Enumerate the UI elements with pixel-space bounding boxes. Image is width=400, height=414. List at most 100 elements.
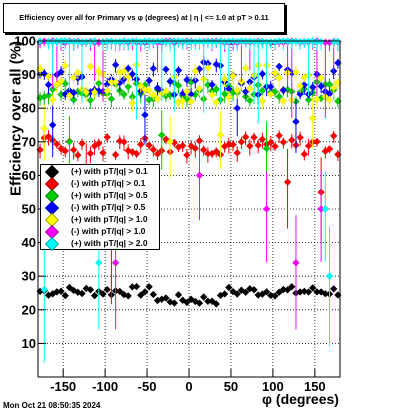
data-point (73, 68, 82, 77)
data-point (52, 140, 61, 148)
data-point (99, 148, 107, 157)
data-point (187, 142, 195, 151)
data-point (195, 171, 204, 180)
data-point (174, 81, 183, 90)
data-point (40, 124, 49, 133)
data-point (258, 69, 267, 78)
data-point (292, 258, 300, 267)
data-point (149, 91, 158, 99)
data-point (120, 90, 128, 99)
data-point (250, 285, 258, 294)
data-point (241, 133, 250, 141)
data-point (44, 91, 53, 100)
data-point (90, 88, 99, 96)
data-point (266, 82, 275, 91)
data-point (317, 288, 326, 296)
data-point (254, 141, 263, 150)
data-point (178, 141, 187, 150)
data-point (178, 97, 187, 105)
data-point (304, 95, 313, 104)
data-point (141, 111, 149, 119)
data-point (86, 96, 95, 105)
data-point (170, 299, 179, 307)
data-point (199, 145, 208, 154)
legend-entry: (-) with pT/|q| > 0.5 (41, 200, 159, 216)
data-point (195, 299, 204, 308)
data-point (241, 288, 250, 297)
data-point (65, 91, 74, 100)
data-point (292, 117, 300, 126)
y-tick-label: 70 (22, 134, 36, 149)
data-point (266, 138, 275, 147)
data-point (103, 133, 112, 142)
data-point (275, 92, 284, 101)
data-point (329, 284, 338, 293)
data-point (44, 80, 53, 89)
data-point (233, 290, 242, 298)
y-tick-label: 10 (22, 336, 36, 351)
data-point (187, 295, 195, 304)
data-point (69, 145, 78, 154)
legend-entry: (+) with pT/|q| > 0.5 (41, 188, 159, 204)
data-point (212, 147, 221, 156)
data-point (120, 67, 128, 76)
data-point (233, 148, 242, 157)
data-point (208, 90, 216, 99)
data-point (145, 76, 154, 85)
data-point (94, 258, 103, 267)
data-point (162, 294, 170, 302)
data-point (73, 288, 82, 297)
legend-entry: (-) with pT/|q| > 1.0 (41, 224, 159, 240)
data-point (174, 290, 183, 299)
data-point (69, 73, 78, 82)
data-point (245, 96, 254, 105)
data-point (250, 133, 258, 142)
y-axis-title: Efficiency over all (%) (7, 40, 25, 197)
data-point (229, 72, 237, 80)
data-point (57, 287, 65, 296)
data-point (300, 150, 309, 159)
data-point (115, 287, 124, 296)
data-point (136, 140, 145, 149)
data-point (145, 141, 154, 150)
data-point (237, 138, 246, 146)
data-point (321, 205, 330, 213)
data-point (120, 138, 128, 146)
data-point (191, 297, 200, 306)
data-point (296, 133, 305, 142)
data-point (325, 80, 334, 89)
data-point (61, 291, 70, 300)
data-point (224, 283, 233, 292)
data-point (258, 135, 267, 144)
data-point (317, 82, 326, 91)
data-point (183, 75, 191, 84)
data-point (183, 94, 191, 103)
data-point (52, 80, 61, 89)
data-point (325, 145, 334, 153)
legend-label: (+) with pT/|q| > 1.0 (71, 214, 148, 224)
data-point (308, 284, 317, 292)
data-point (233, 104, 242, 113)
data-point (271, 87, 279, 96)
data-point (157, 131, 166, 139)
data-point (124, 73, 133, 82)
data-point (283, 178, 292, 187)
legend-label: (+) with pT/|q| > 2.0 (71, 238, 148, 248)
legend-label: (-) with pT/|q| > 0.1 (71, 178, 146, 188)
data-point (61, 61, 70, 70)
y-tick-label: 50 (22, 202, 36, 217)
data-point (325, 272, 334, 281)
data-point (132, 149, 141, 158)
data-point (313, 95, 321, 104)
data-point (124, 146, 133, 155)
data-point (304, 288, 313, 296)
data-point (216, 131, 225, 139)
data-point (111, 150, 120, 159)
data-point (279, 86, 288, 95)
x-tick-label: -100 (92, 379, 118, 394)
data-point (153, 94, 162, 103)
data-point (149, 145, 158, 154)
data-point (153, 84, 162, 92)
data-point (271, 69, 279, 78)
data-point (245, 142, 254, 150)
